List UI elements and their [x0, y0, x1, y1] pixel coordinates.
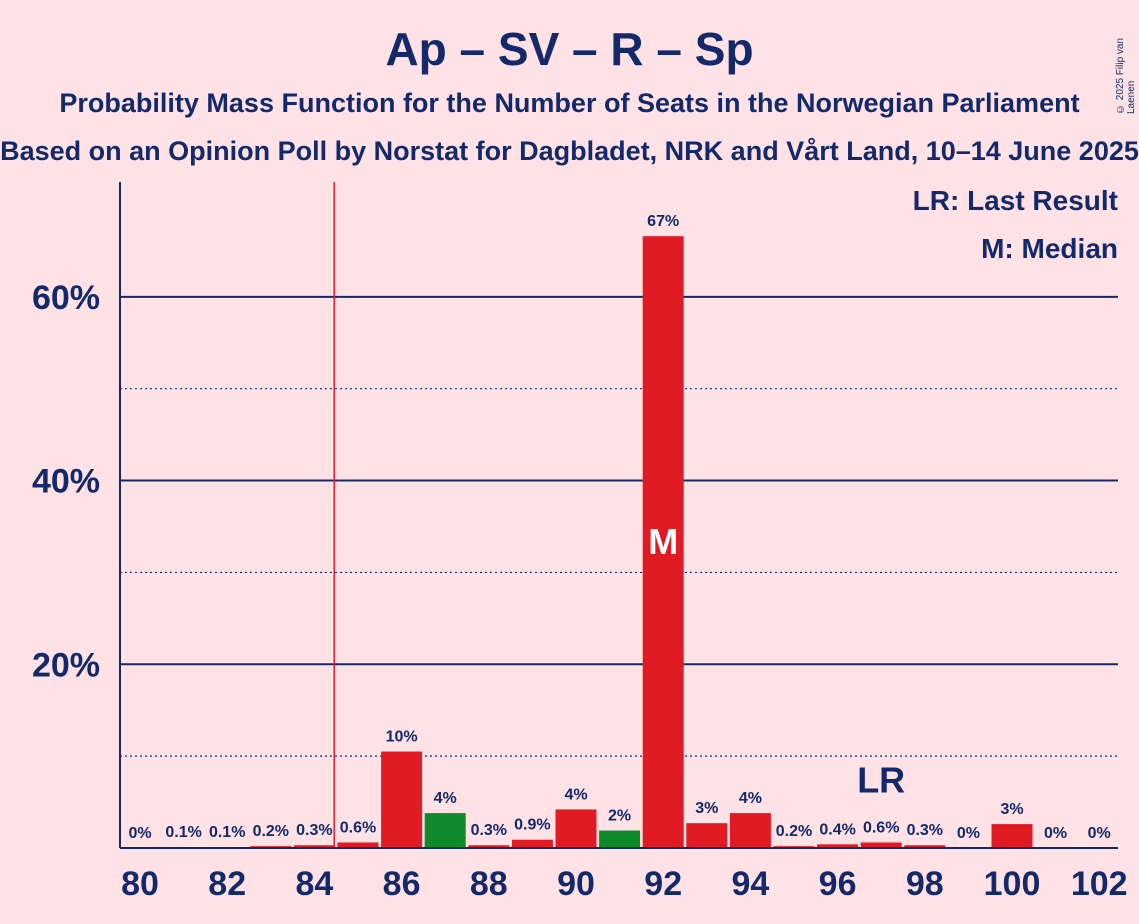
- bar-label-seat-89: 0.9%: [514, 817, 550, 834]
- bar-label-seat-84: 0.3%: [296, 822, 332, 839]
- bar-label-seat-97: 0.6%: [863, 819, 899, 836]
- bar-label-seat-99: 0%: [957, 825, 980, 842]
- bar-label-seat-81: 0.1%: [165, 824, 201, 841]
- legend-last-result: LR: Last Result: [913, 185, 1118, 216]
- bar-seat-97: [860, 842, 902, 848]
- bar-label-seat-86: 10%: [386, 729, 418, 746]
- bar-seat-88: [468, 845, 510, 848]
- bar-label-seat-91: 2%: [608, 808, 631, 825]
- bar-seat-92: [642, 236, 684, 849]
- bar-seat-94: [729, 813, 771, 848]
- x-tick-label: 80: [121, 865, 159, 903]
- x-tick-label: 88: [470, 865, 508, 903]
- bar-seat-91: [599, 830, 641, 848]
- bar-seat-100: [991, 824, 1033, 848]
- bar-seat-93: [686, 823, 728, 848]
- bar-label-seat-85: 0.6%: [340, 819, 376, 836]
- bar-label-seat-87: 4%: [434, 790, 457, 807]
- bar-labels: 0% 0.1% 0.1% 0.2% 0.3% 0.6% 10% 4% 0.3% 0.9% 4% 2% 6…: [128, 213, 1110, 842]
- y-tick-label: 60%: [32, 279, 100, 317]
- bar-seat-96: [817, 844, 859, 848]
- gridlines: [120, 182, 1118, 848]
- x-tick-label: 94: [731, 865, 769, 903]
- bar-label-seat-83: 0.2%: [253, 823, 289, 840]
- bar-label-seat-93: 3%: [695, 800, 718, 817]
- median-marker: M: [648, 521, 678, 562]
- x-tick-label: 90: [557, 865, 595, 903]
- bar-seat-84: [293, 845, 335, 848]
- bar-seat-86: [381, 751, 423, 848]
- x-tick-label: 92: [644, 865, 682, 903]
- bar-label-seat-88: 0.3%: [471, 822, 507, 839]
- x-tick-label: 86: [383, 865, 421, 903]
- bar-seat-98: [904, 845, 946, 848]
- bar-label-seat-100: 3%: [1000, 801, 1023, 818]
- bar-label-seat-82: 0.1%: [209, 824, 245, 841]
- y-tick-label: 20%: [32, 646, 100, 684]
- x-tick-label: 82: [208, 865, 246, 903]
- bar-label-seat-94: 4%: [739, 790, 762, 807]
- legend-median: M: Median: [981, 233, 1118, 264]
- x-tick-label: 102: [1071, 865, 1128, 903]
- bar-label-seat-92: 67%: [647, 213, 679, 230]
- x-tick-label: 100: [984, 865, 1041, 903]
- x-tick-label: 96: [819, 865, 857, 903]
- axes: 20% 40% 60% 80 82 84 86 88 90 92 94 96 98 100 102: [32, 182, 1128, 903]
- y-tick-label: 40%: [32, 463, 100, 501]
- chart-subtitle: Probability Mass Function for the Number…: [59, 88, 1080, 118]
- bar-label-seat-96: 0.4%: [819, 821, 855, 838]
- bar-label-seat-80: 0%: [128, 825, 151, 842]
- bars: [163, 236, 1033, 849]
- chart-source-line: Based on an Opinion Poll by Norstat for …: [0, 136, 1139, 166]
- bar-label-seat-102: 0%: [1088, 825, 1111, 842]
- bar-seat-87: [424, 813, 466, 848]
- bar-label-seat-95: 0.2%: [776, 823, 812, 840]
- bar-seat-90: [555, 809, 597, 848]
- bar-label-seat-101: 0%: [1044, 825, 1067, 842]
- chart-title: Ap – SV – R – Sp: [385, 23, 754, 75]
- bar-seat-89: [511, 839, 553, 848]
- x-tick-label: 98: [906, 865, 944, 903]
- bar-seat-85: [337, 842, 379, 848]
- last-result-marker: LR: [857, 759, 905, 800]
- x-tick-label: 84: [295, 865, 333, 903]
- bar-label-seat-98: 0.3%: [907, 822, 943, 839]
- bar-label-seat-90: 4%: [564, 786, 587, 803]
